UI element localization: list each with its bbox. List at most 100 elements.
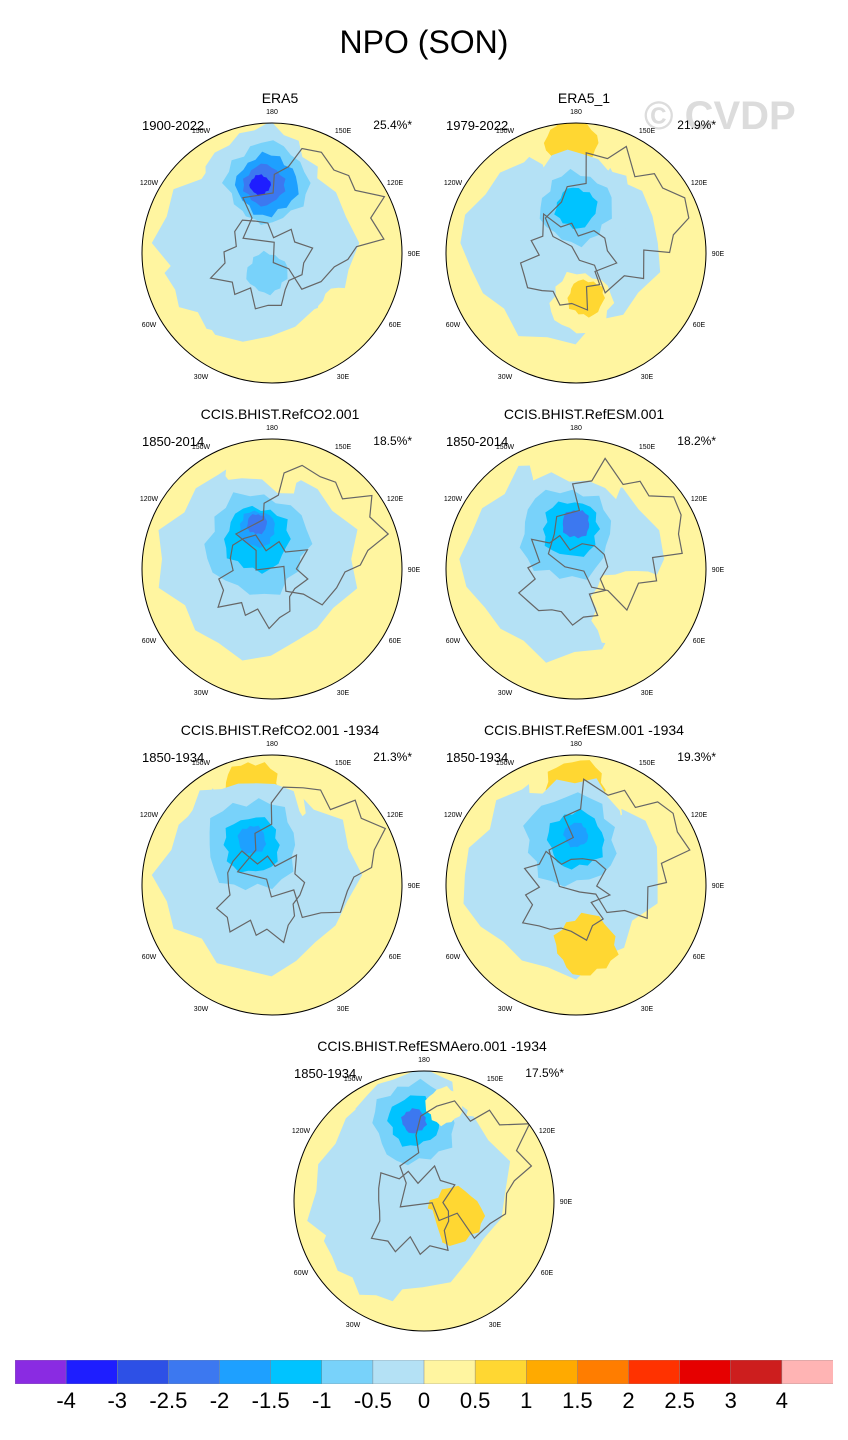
longitude-label: 60W — [446, 638, 461, 645]
polar-map: 180150E120E90E60E30E030W60W90W120W150W — [444, 425, 724, 700]
contour-fill — [246, 514, 267, 535]
longitude-label: 180 — [570, 109, 582, 116]
longitude-label: 150W — [496, 444, 515, 451]
longitude-label: 150W — [192, 444, 211, 451]
longitude-label: 180 — [266, 425, 278, 432]
longitude-label: 180 — [418, 1057, 430, 1064]
panel-years: 1979-2022 — [446, 118, 509, 133]
polar-map: 180150E120E90E60E30E030W60W90W120W150W — [140, 425, 420, 700]
map-outline — [141, 122, 403, 384]
map-outline — [445, 754, 707, 1016]
longitude-label: 150E — [487, 1076, 504, 1083]
longitude-label: 120W — [444, 180, 463, 187]
coastline — [217, 534, 309, 630]
longitude-label: 60W — [142, 954, 157, 961]
map-panel: 180150E120E90E60E30E030W60W90W120W150WCC… — [444, 406, 724, 708]
panel-title: CCIS.BHIST.RefCO2.001 -1934 — [180, 722, 380, 738]
longitude-label: 90E — [408, 251, 420, 258]
contour-fill — [237, 825, 267, 854]
panel-years: 1850-1934 — [446, 750, 509, 765]
longitude-label: 30W — [498, 1006, 513, 1013]
longitude-label: 90E — [712, 567, 724, 574]
panel-title: ERA5_1 — [557, 90, 611, 106]
contour-fill — [590, 571, 670, 647]
longitude-label: 120E — [691, 812, 708, 819]
longitude-label: 30W — [498, 374, 513, 381]
panel-variance-percent: 25.4%* — [373, 118, 412, 132]
panel-title: ERA5 — [261, 90, 299, 106]
longitude-label: 120W — [292, 1128, 311, 1135]
colorbar-label: 4 — [775, 1388, 788, 1413]
colorbar-bin — [270, 1360, 323, 1384]
longitude-label: 60E — [693, 954, 706, 961]
map-panel: 180150E120E90E60E30E030W60W90W120W150WCC… — [140, 722, 420, 1024]
longitude-label: 30W — [194, 374, 209, 381]
colorbar-bin — [781, 1360, 833, 1384]
panel-title: CCIS.BHIST.RefESMAero.001 -1934 — [317, 1038, 547, 1054]
colorbar-label: 1.5 — [562, 1388, 593, 1413]
longitude-label: 90E — [408, 883, 420, 890]
longitude-label: 120E — [387, 496, 404, 503]
longitude-label: 60W — [446, 954, 461, 961]
coastline — [547, 457, 683, 612]
longitude-label: 30E — [641, 690, 654, 697]
map-panel: 180150E120E90E60E30E030W60W90W120W150WER… — [444, 90, 724, 392]
coastline — [242, 147, 386, 290]
colorbar-label: -1.5 — [251, 1388, 290, 1413]
colorbar-bin — [730, 1360, 783, 1384]
map-outline — [445, 438, 707, 700]
colorbar-label: -2.5 — [149, 1388, 188, 1413]
polar-map: 180150E120E90E60E30E030W60W90W120W150W — [444, 741, 724, 1016]
colorbar-label: -3 — [107, 1388, 128, 1413]
colorbar-bin — [423, 1360, 476, 1384]
panel-years: 1850-1934 — [294, 1066, 357, 1081]
panel-years: 1850-2014 — [446, 434, 509, 449]
coastline — [236, 786, 387, 919]
map-panel: 180150E120E90E60E30E030W60W90W120W150WCC… — [292, 1038, 572, 1340]
contour-fill — [554, 187, 598, 229]
colorbar-label: -2 — [209, 1388, 230, 1413]
longitude-label: 30W — [498, 690, 513, 697]
longitude-label: 30E — [337, 374, 350, 381]
map-outline — [141, 438, 403, 700]
longitude-label: 60E — [389, 638, 402, 645]
coastline — [370, 1164, 456, 1256]
figure-title: NPO (SON) — [339, 24, 509, 60]
longitude-label: 150E — [639, 128, 656, 135]
longitude-label: 30E — [489, 1322, 502, 1329]
panel-title: CCIS.BHIST.RefESM.001 -1934 — [484, 722, 684, 738]
longitude-label: 150E — [335, 128, 352, 135]
colorbar-label: 0 — [417, 1388, 431, 1413]
map-panel: 180150E120E90E60E30E030W60W90W120W150WER… — [140, 90, 420, 392]
longitude-label: 120W — [140, 496, 159, 503]
contour-fill — [246, 250, 288, 296]
longitude-label: 60W — [142, 322, 157, 329]
longitude-label: 150W — [192, 760, 211, 767]
map-panel: 180150E120E90E60E30E030W60W90W120W150WCC… — [140, 406, 420, 708]
coastline — [209, 219, 314, 310]
map-outline — [141, 754, 403, 1016]
longitude-label: 120W — [444, 812, 463, 819]
panel-years: 1850-1934 — [142, 750, 205, 765]
colorbar-bin — [65, 1360, 119, 1384]
longitude-label: 150W — [344, 1076, 363, 1083]
panel-title: CCIS.BHIST.RefCO2.001 — [200, 406, 360, 422]
polar-map: 180150E120E90E60E30E030W60W90W120W150W — [140, 741, 420, 1016]
longitude-label: 90E — [560, 1199, 572, 1206]
contour-fill — [249, 174, 271, 197]
longitude-label: 30E — [337, 1006, 350, 1013]
contour-fill — [314, 287, 370, 340]
polar-map: 180150E120E90E60E30E030W60W90W120W150W — [292, 1057, 572, 1332]
colorbar-bin — [474, 1360, 528, 1384]
longitude-label: 30W — [194, 1006, 209, 1013]
longitude-label: 150E — [639, 760, 656, 767]
longitude-label: 60E — [693, 638, 706, 645]
panel-variance-percent: 18.5%* — [373, 434, 412, 448]
colorbar-labels: -4 -3 -2.5 -2 -1.5 -1 -0.5 0 0.5 1 1.5 2 2.5 3 4 — [15, 1388, 833, 1418]
map-panel: 180150E120E90E60E30E030W60W90W120W150WCC… — [444, 722, 724, 1024]
colorbar-label: 1 — [520, 1388, 533, 1413]
longitude-label: 90E — [712, 251, 724, 258]
longitude-label: 30W — [194, 690, 209, 697]
coastline — [519, 212, 618, 311]
longitude-label: 150E — [639, 444, 656, 451]
